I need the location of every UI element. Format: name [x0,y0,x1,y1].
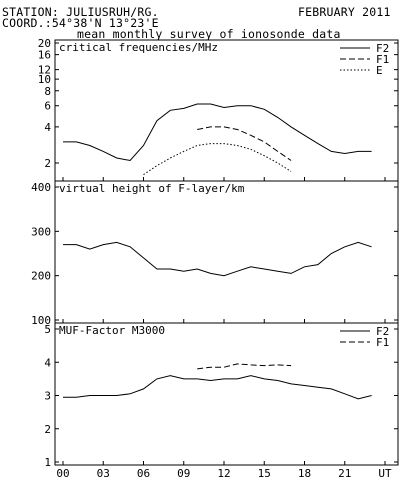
legend-label: F2 [376,42,389,55]
y-tick-label: 4 [44,356,51,369]
x-tick-label: 00 [56,467,69,480]
series-line-f2 [63,375,372,400]
y-tick-label: 16 [38,49,51,62]
panel-frame [54,322,399,466]
y-tick-label: 3 [44,390,51,403]
y-tick-label: 2 [44,157,51,170]
x-tick-label: UT [378,467,392,480]
series-line-f1 [197,126,292,161]
x-tick-label: 06 [137,467,150,480]
legend-label: E [376,64,383,77]
subtitle-label: mean monthly survey of ionosonde data [77,27,341,41]
series-line-f2 [63,103,372,162]
y-tick-label: 8 [44,85,51,98]
date-label: FEBRUARY 2011 [298,5,391,19]
y-tick-label: 20 [38,37,51,50]
panel-title: virtual height of F-layer/km [59,182,245,195]
panel-title: critical frequencies/MHz [59,41,218,54]
y-tick-label: 10 [38,73,51,86]
x-tick-label: 12 [217,467,230,480]
series-line-hf [63,241,372,277]
y-tick-label: 5 [44,323,51,336]
x-tick-label: 15 [258,467,271,480]
y-tick-label: 12 [38,64,51,77]
series-line-f1 [197,363,292,370]
x-tick-label: 09 [177,467,190,480]
y-tick-label: 2 [44,423,51,436]
panel-frame [54,180,399,324]
x-tick-label: 03 [97,467,110,480]
y-tick-label: 400 [31,181,51,194]
legend-label: F1 [376,53,389,66]
y-tick-label: 100 [31,314,51,327]
y-tick-label: 200 [31,270,51,283]
x-tick-label: 18 [298,467,311,480]
y-tick-label: 6 [44,100,51,113]
panel-frame [54,39,399,182]
coord-label: COORD.:54°38'N 13°23'E [2,16,159,30]
legend-label: F1 [376,336,389,349]
station-label: STATION: JULIUSRUH/RG. [2,5,159,19]
x-tick-label: 21 [338,467,351,480]
y-tick-label: 4 [44,121,51,134]
legend-label: F2 [376,325,389,338]
y-tick-label: 300 [31,225,51,238]
series-line-e [143,143,292,176]
panel-title: MUF-Factor M3000 [59,324,165,337]
y-tick-label: 1 [44,456,51,469]
